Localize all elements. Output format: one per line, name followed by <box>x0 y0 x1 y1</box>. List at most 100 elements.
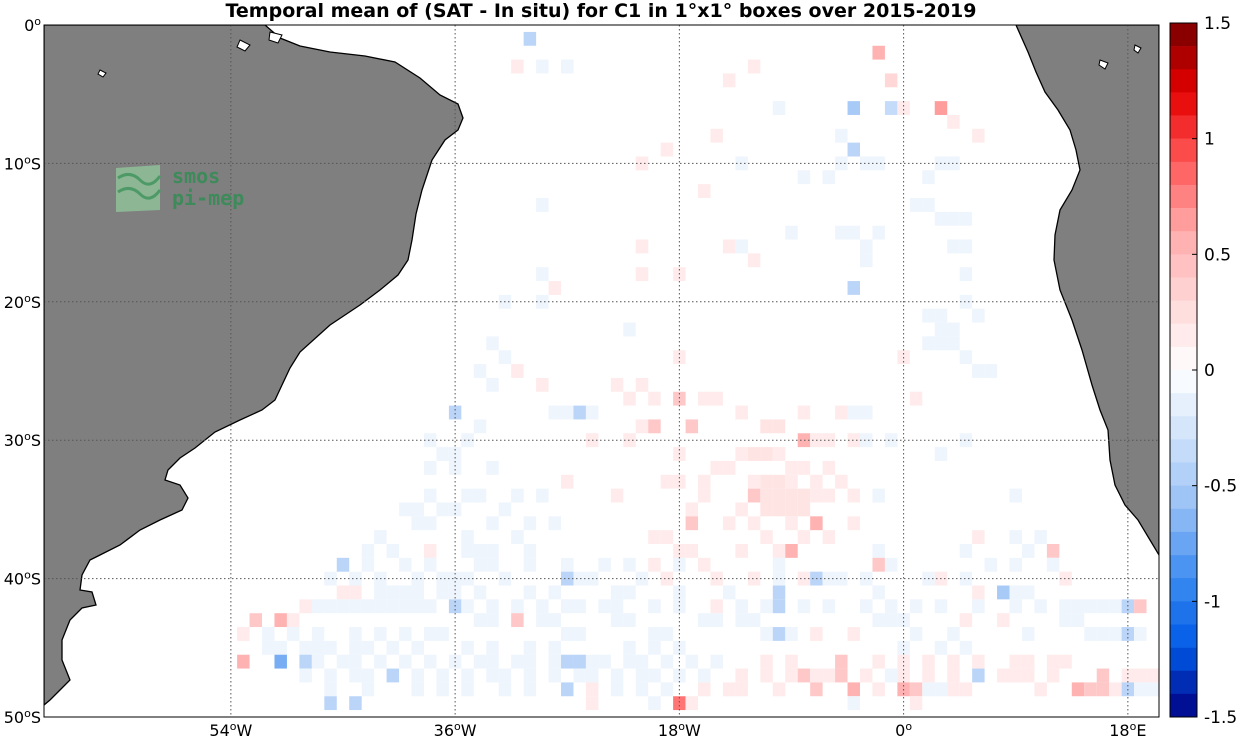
data-cell <box>785 544 798 558</box>
data-cell <box>498 502 512 517</box>
data-cell <box>311 627 325 641</box>
data-cell <box>237 627 250 641</box>
colorbar-band <box>1170 370 1197 394</box>
data-cell <box>548 516 562 531</box>
data-cell <box>486 557 499 572</box>
data-cell <box>1046 557 1060 572</box>
data-cell <box>448 571 462 586</box>
data-cell <box>872 156 885 171</box>
data-cell <box>722 682 736 697</box>
data-cell <box>860 668 873 683</box>
data-cell <box>735 447 748 461</box>
data-cell <box>660 682 674 697</box>
data-cell <box>934 336 948 351</box>
graticule <box>44 25 1159 717</box>
data-cell <box>511 613 524 628</box>
data-cell <box>959 267 973 282</box>
data-cell <box>835 225 848 240</box>
data-cell <box>299 599 312 614</box>
data-cell <box>1109 599 1122 614</box>
data-cell <box>573 654 586 669</box>
data-cell <box>324 682 337 697</box>
data-cell <box>374 654 387 669</box>
data-cells <box>237 31 1159 711</box>
colorbar-band <box>1170 69 1197 93</box>
data-cell <box>872 654 885 669</box>
data-cell <box>423 599 437 614</box>
y-tick-label: 50oS <box>4 707 41 727</box>
data-cell <box>561 557 574 572</box>
data-cell <box>735 682 748 697</box>
data-cell <box>822 530 836 544</box>
data-cell <box>399 599 412 614</box>
data-cell <box>561 599 574 614</box>
data-cell <box>847 488 861 503</box>
data-cell <box>972 128 985 143</box>
data-cell <box>897 640 910 655</box>
data-cell <box>685 696 699 711</box>
data-cell <box>760 488 773 503</box>
data-cell <box>747 253 761 268</box>
data-cell <box>872 544 885 558</box>
data-cell <box>822 599 836 614</box>
data-cell <box>386 544 400 558</box>
data-cell <box>635 419 649 434</box>
data-cell <box>884 73 898 88</box>
data-cell <box>772 571 786 586</box>
data-cell <box>810 668 823 683</box>
data-cell <box>698 184 711 198</box>
data-cell <box>959 294 973 309</box>
data-cell <box>959 211 973 226</box>
data-cell <box>523 585 537 600</box>
data-cell <box>411 571 424 586</box>
data-cell <box>536 599 549 614</box>
data-cell <box>473 419 487 434</box>
data-cell <box>909 696 923 711</box>
colorbar-band <box>1170 231 1197 255</box>
colorbar-band <box>1170 208 1197 232</box>
data-cell <box>835 654 848 669</box>
colorbar-tick-label: -1 <box>1204 592 1221 612</box>
data-cell <box>747 613 761 628</box>
data-cell <box>635 571 649 586</box>
data-cell <box>274 654 287 669</box>
data-cell <box>386 585 400 600</box>
data-cell <box>536 488 549 503</box>
data-cell <box>785 627 798 641</box>
data-cell <box>660 654 674 669</box>
data-cell <box>648 627 661 641</box>
data-cell <box>947 654 960 669</box>
data-cell <box>473 364 487 378</box>
data-cell <box>548 585 562 600</box>
data-cell <box>573 599 586 614</box>
colorbar <box>1169 22 1198 718</box>
data-cell <box>835 474 848 489</box>
colorbar-band <box>1170 161 1197 186</box>
data-cell <box>262 640 275 655</box>
data-cell <box>747 571 761 586</box>
data-cell <box>747 59 761 74</box>
data-cell <box>860 571 873 586</box>
data-cell <box>1084 599 1097 614</box>
data-cell <box>660 530 674 544</box>
data-cell <box>623 640 636 655</box>
data-cell <box>374 530 387 544</box>
colorbar-tick-label: -1.5 <box>1204 708 1237 728</box>
data-cell <box>735 239 748 254</box>
data-cell <box>523 31 537 46</box>
data-cell <box>423 488 437 503</box>
data-cell <box>797 599 811 614</box>
colorbar-band <box>1170 115 1197 139</box>
data-cell <box>648 391 661 406</box>
data-cell <box>573 627 586 641</box>
data-cell <box>386 599 400 614</box>
data-cell <box>760 474 773 489</box>
data-cell <box>872 488 885 503</box>
data-cell <box>760 447 773 461</box>
data-cell <box>436 502 449 517</box>
data-cell <box>523 668 537 683</box>
data-cell <box>1021 585 1035 600</box>
data-cell <box>897 613 910 628</box>
data-cell <box>760 599 773 614</box>
data-cell <box>336 654 350 669</box>
